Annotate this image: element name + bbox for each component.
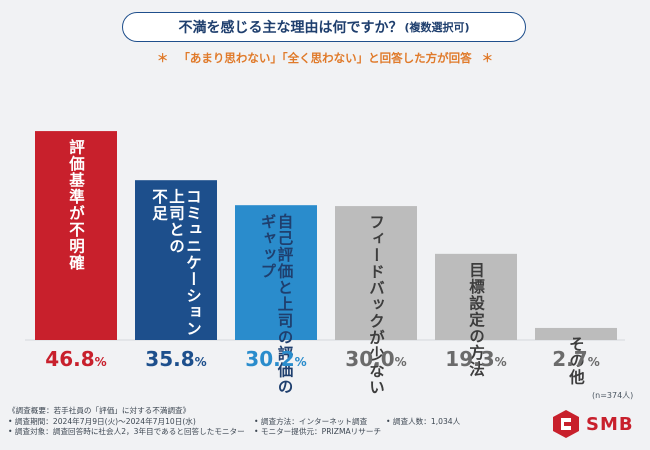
star-icon: ＊ [156,51,169,65]
bar-1 [135,180,217,340]
footer-row: • 調査対象：調査回答時に社会人2，3年目であると回答したモニター • モニター… [8,427,460,438]
star-icon: ＊ [481,51,494,65]
footer-target: • 調査対象：調査回答時に社会人2，3年目であると回答したモニター [8,427,245,436]
bar-5 [535,327,617,340]
title-main: 不満を感じる主な理由は何ですか？ [178,20,403,36]
bar-value-label: 2.7% [552,347,599,371]
bar-value-label: 30.0% [345,347,406,371]
footer-row: • 調査期間：2024年7月9日(火)～2024年7月10日(水) • 調査方法… [8,417,460,428]
bar-category-label: 自己評価と上司の評価の [276,212,295,395]
smb-logo: SMB [552,409,634,439]
title-note: (複数選択可) [404,21,470,34]
survey-footer: 《調査概要：若手社員の「評価」に対する不満調査》 • 調査期間：2024年7月9… [8,406,460,438]
footer-count: • 調査人数：1,034人 [386,416,461,426]
chart-subtitle: ＊ 「あまり思わない」「全く思わない」と回答した方が回答 ＊ [0,50,650,66]
bar-category-label: その他 [567,336,586,386]
bar-category-label: フィードバックが少ない [367,214,386,396]
footer-period: • 調査期間：2024年7月9日(火)～2024年7月10日(水) [8,416,196,426]
logo-text: SMB [586,413,634,435]
bar-category-label: 上司との [167,188,185,254]
bar-4 [435,253,517,340]
subtitle-text: 「あまり思わない」「全く思わない」と回答した方が回答 [178,51,472,65]
bar-value-label: 19.3% [445,347,506,371]
bar-category-label: 目標設定の方法 [467,261,485,377]
chart-title: 不満を感じる主な理由は何ですか？ (複数選択可) [122,12,526,42]
sample-size-note: (n=374人) [592,391,634,400]
bar-value-label: 46.8% [45,347,106,371]
bar-category-label: 不足 [150,188,168,221]
bar-0 [35,131,117,340]
footer-heading: 《調査概要：若手社員の「評価」に対する不満調査》 [8,406,191,415]
bar-category-label: ギャップ [259,213,277,279]
footer-row: 《調査概要：若手社員の「評価」に対する不満調査》 [8,406,460,417]
footer-provider: • モニター提供元：PRIZMAリサーチ [254,427,382,436]
bar-category-label: 評価基準が不明確 [67,138,86,272]
bar-value-label: 30.2% [245,347,306,371]
bar-3 [335,206,417,340]
bar-category-label: コミュニケーション [184,188,202,336]
bar-value-label: 35.8% [145,347,206,371]
footer-method: • 調査方法：インターネット調査 [254,416,368,426]
bar-2 [235,205,317,340]
smb-logo-icon [553,410,579,438]
